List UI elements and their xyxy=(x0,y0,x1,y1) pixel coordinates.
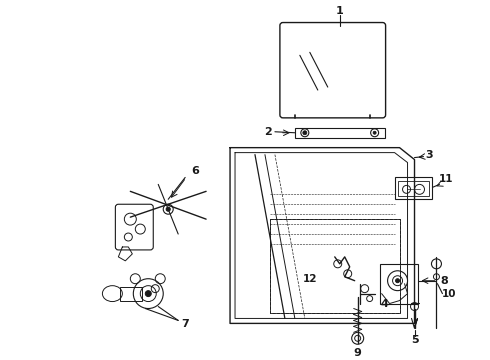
Text: 5: 5 xyxy=(411,335,418,345)
Text: 6: 6 xyxy=(191,166,199,176)
Circle shape xyxy=(373,131,376,134)
Circle shape xyxy=(303,131,307,135)
Circle shape xyxy=(145,291,151,297)
Text: 2: 2 xyxy=(264,127,272,137)
Bar xyxy=(270,219,399,314)
Text: 8: 8 xyxy=(441,276,448,286)
Bar xyxy=(270,219,399,314)
Bar xyxy=(121,287,142,301)
Text: 9: 9 xyxy=(354,348,362,358)
Text: 1: 1 xyxy=(336,6,343,15)
Text: 4: 4 xyxy=(381,298,389,309)
Circle shape xyxy=(163,204,173,214)
Bar xyxy=(394,177,433,199)
Text: 3: 3 xyxy=(426,150,433,159)
Circle shape xyxy=(166,207,170,211)
Circle shape xyxy=(395,279,399,283)
Text: 12: 12 xyxy=(302,274,317,284)
Bar xyxy=(397,181,429,196)
Bar xyxy=(295,128,385,138)
Text: 10: 10 xyxy=(442,289,457,298)
Text: 11: 11 xyxy=(439,175,454,184)
Bar xyxy=(380,264,417,303)
Text: 7: 7 xyxy=(181,319,189,329)
